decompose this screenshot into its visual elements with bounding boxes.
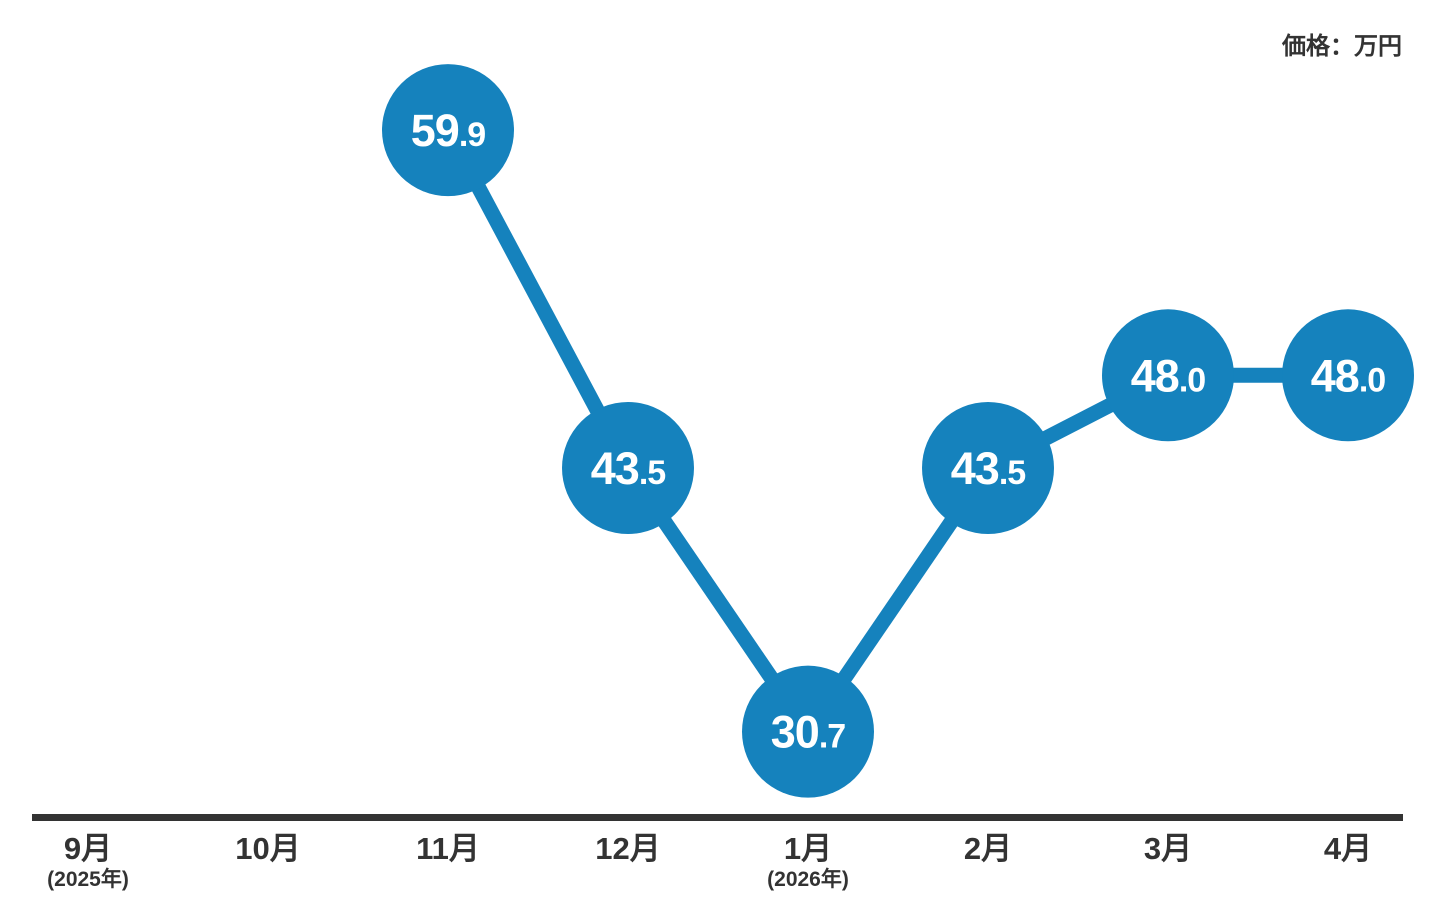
data-point-circle — [1282, 309, 1414, 442]
data-point-value: 48.0 — [1311, 350, 1386, 401]
x-axis-year-label: (2026年) — [767, 867, 849, 891]
data-point: 30.7 — [742, 665, 874, 798]
data-point-value: 48.0 — [1131, 350, 1206, 401]
x-axis-month-label: 2月 — [964, 831, 1012, 866]
data-point-circle — [922, 402, 1054, 534]
x-axis-month-label: 1月 — [784, 831, 832, 866]
data-point-circle — [382, 64, 514, 197]
x-axis-year-label: (2025年) — [47, 867, 129, 891]
data-point-circle — [742, 665, 874, 798]
data-point-value: 43.5 — [951, 443, 1026, 494]
data-point-circle — [1102, 309, 1234, 442]
data-point: 59.9 — [382, 64, 514, 197]
data-point-value: 43.5 — [591, 443, 666, 494]
data-point-value: 30.7 — [771, 707, 846, 758]
x-axis-month-label: 9月 — [64, 831, 112, 866]
x-axis-month-label: 4月 — [1324, 831, 1372, 866]
x-axis-month-label: 3月 — [1144, 831, 1192, 866]
data-point-value: 59.9 — [411, 105, 486, 156]
data-point: 43.5 — [922, 402, 1054, 534]
data-point-circle — [562, 402, 694, 534]
data-point: 48.0 — [1102, 309, 1234, 442]
x-axis-labels: 9月(2025年) 10月 11月 12月 1月(2026年) 2月 3月 4月 — [47, 831, 1372, 891]
x-axis-month-label: 11月 — [416, 831, 480, 866]
x-axis-month-label: 10月 — [235, 831, 300, 866]
series-data-points: 59.9 43.5 30.7 43.5 48.0 48.0 — [382, 64, 1414, 798]
data-point: 48.0 — [1282, 309, 1414, 442]
x-axis-line — [32, 814, 1403, 821]
unit-annotation: 価格：万円 — [1281, 33, 1402, 60]
data-point: 43.5 — [562, 402, 694, 534]
x-axis-month-label: 12月 — [595, 831, 660, 866]
